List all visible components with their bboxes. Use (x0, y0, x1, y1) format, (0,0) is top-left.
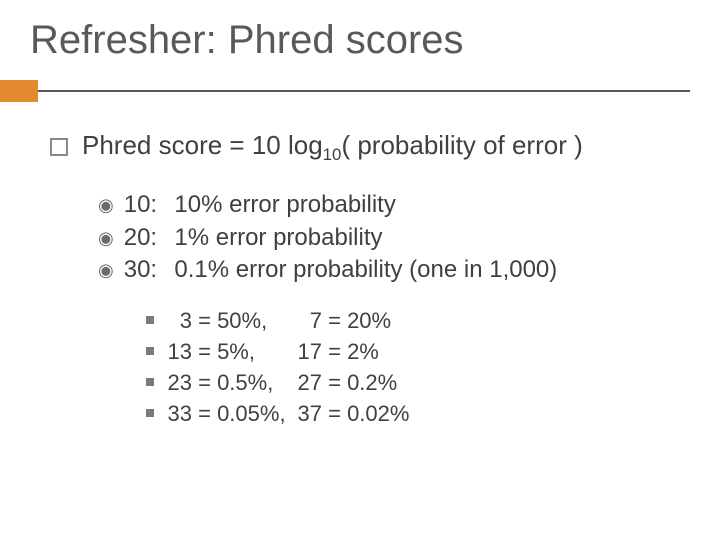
pair-a-num: 3 (166, 306, 192, 337)
list-item: ◉ 30: 0.1% error probability (one in 1,0… (98, 254, 690, 286)
target-bullet-icon: ◉ (98, 226, 114, 250)
pair-a-eq: = 0.05%, (192, 401, 286, 426)
pairs-list: 3 = 50%, 7 = 20% 13 = 5%, 17 = 2% 23 = 0.5… (146, 306, 690, 429)
pair-b-eq: = 0.2% (322, 370, 397, 395)
pair-text: 33 = 0.05%, 37 = 0.02% (166, 399, 409, 430)
example-text: 10: 10% error probability (124, 189, 396, 221)
slide: Refresher: Phred scores Phred score = 10… (0, 0, 720, 540)
list-item: 3 = 50%, 7 = 20% (146, 306, 690, 337)
pair-a-num: 33 (166, 399, 192, 430)
list-item: 23 = 0.5%, 27 = 0.2% (146, 368, 690, 399)
pair-a-num: 13 (166, 337, 192, 368)
examples-list: ◉ 10: 10% error probability ◉ 20: 1% err… (98, 189, 690, 286)
formula-sub: 10 (323, 145, 342, 164)
square-bullet-small-icon (146, 378, 154, 386)
target-bullet-icon: ◉ (98, 258, 114, 282)
example-text: 20: 1% error probability (124, 222, 383, 254)
list-item: ◉ 10: 10% error probability (98, 189, 690, 221)
square-bullet-small-icon (146, 316, 154, 324)
pair-b-eq: = 2% (322, 339, 379, 364)
formula-pre: Phred score = 10 log (82, 130, 323, 160)
list-item: ◉ 20: 1% error probability (98, 222, 690, 254)
list-item: 13 = 5%, 17 = 2% (146, 337, 690, 368)
square-bullet-small-icon (146, 347, 154, 355)
pair-b-eq: = 0.02% (322, 401, 409, 426)
pair-text: 13 = 5%, 17 = 2% (166, 337, 379, 368)
list-item: 33 = 0.05%, 37 = 0.02% (146, 399, 690, 430)
square-bullet-icon (50, 138, 68, 156)
formula-line: Phred score = 10 log10( probability of e… (50, 130, 690, 165)
slide-body: Phred score = 10 log10( probability of e… (50, 130, 690, 430)
pair-b-num: 7 (296, 306, 322, 337)
pair-a-eq: = 0.5%, (192, 370, 273, 395)
example-text: 30: 0.1% error probability (one in 1,000… (124, 254, 558, 286)
example-desc: 0.1% error probability (one in 1,000) (174, 256, 557, 283)
pair-b-num: 27 (296, 368, 322, 399)
slide-title: Refresher: Phred scores (30, 18, 464, 63)
example-score: 20: (124, 222, 168, 254)
square-bullet-small-icon (146, 409, 154, 417)
example-desc: 10% error probability (174, 191, 395, 218)
accent-bar (0, 80, 38, 102)
example-desc: 1% error probability (174, 224, 382, 251)
pair-b-eq: = 20% (322, 308, 391, 333)
formula-text: Phred score = 10 log10( probability of e… (82, 130, 583, 165)
pair-text: 23 = 0.5%, 27 = 0.2% (166, 368, 397, 399)
target-bullet-icon: ◉ (98, 193, 114, 217)
pair-b-num: 37 (296, 399, 322, 430)
pair-text: 3 = 50%, 7 = 20% (166, 306, 391, 337)
pair-a-eq: = 5%, (192, 339, 255, 364)
example-score: 30: (124, 254, 168, 286)
pair-b-num: 17 (296, 337, 322, 368)
title-rule (38, 90, 690, 92)
formula-post: ( probability of error ) (341, 130, 582, 160)
pair-a-num: 23 (166, 368, 192, 399)
pair-a-eq: = 50%, (192, 308, 267, 333)
example-score: 10: (124, 189, 168, 221)
